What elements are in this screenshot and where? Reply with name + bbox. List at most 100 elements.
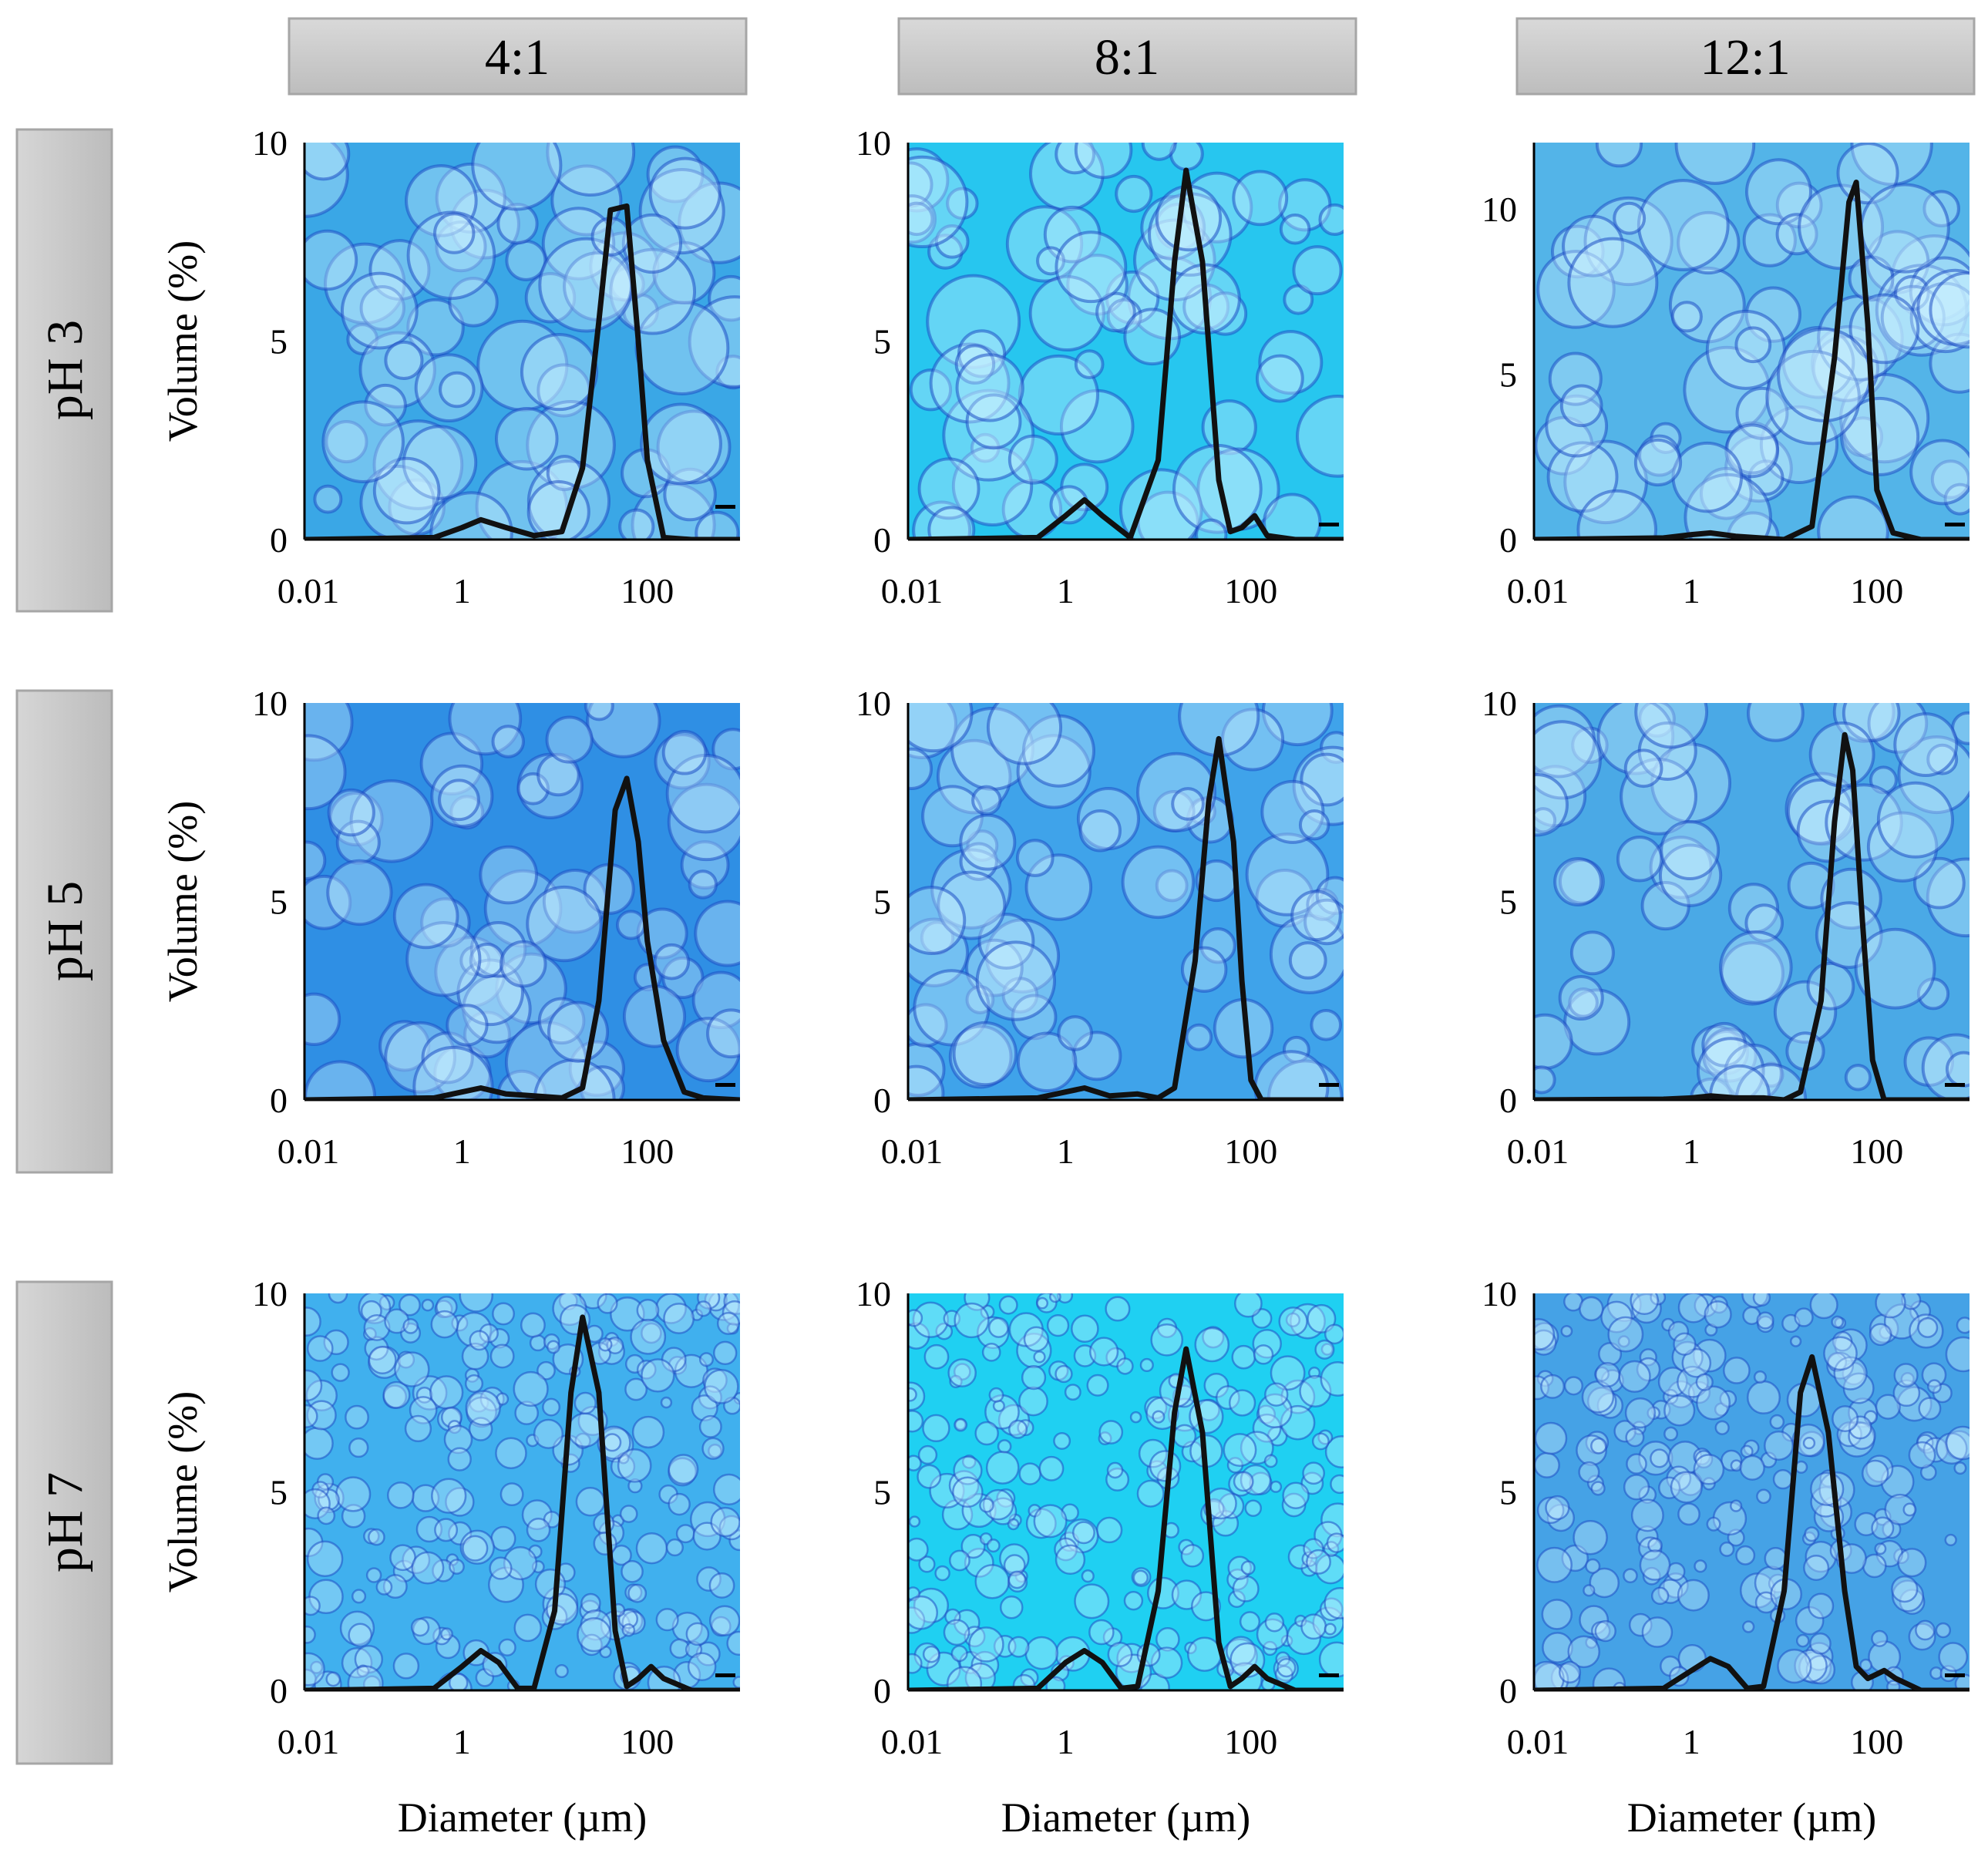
droplet [1318, 203, 1344, 237]
droplet [624, 1377, 648, 1401]
droplet [410, 1617, 430, 1637]
droplet [1633, 438, 1683, 487]
droplet [1719, 1390, 1737, 1408]
droplet [974, 1421, 999, 1446]
droplet [335, 1476, 372, 1512]
droplet [1078, 809, 1122, 853]
droplet [1300, 1613, 1327, 1640]
droplet [908, 1003, 948, 1048]
droplet [1832, 1405, 1859, 1433]
droplet [1132, 1569, 1149, 1586]
droplet [1270, 1355, 1306, 1391]
x-tick-label: 100 [621, 1722, 674, 1761]
droplet [1696, 1385, 1731, 1421]
droplet [1764, 1547, 1788, 1570]
droplet [446, 1004, 489, 1047]
droplet [1330, 1474, 1344, 1495]
droplet [1303, 1538, 1324, 1559]
droplet [1823, 1336, 1858, 1371]
droplet [1277, 1658, 1297, 1678]
droplet [1326, 1532, 1344, 1553]
droplet [1808, 1592, 1835, 1619]
droplet [440, 1627, 453, 1641]
droplet [695, 1300, 712, 1317]
droplet [1296, 395, 1344, 478]
x-tick-label: 0.01 [278, 1132, 340, 1171]
droplet [533, 1418, 563, 1449]
droplet [1658, 843, 1723, 907]
x-tick-label: 1 [453, 571, 471, 610]
droplet [732, 1676, 740, 1689]
droplet [1935, 1432, 1968, 1465]
droplet [1585, 1558, 1601, 1574]
droplet [1290, 890, 1342, 942]
y-tick-label: 5 [1499, 883, 1517, 922]
droplet [1263, 493, 1322, 540]
droplet [1018, 354, 1099, 436]
droplet [1324, 1623, 1337, 1636]
droplet [445, 1487, 475, 1517]
droplet [365, 1567, 382, 1583]
droplet [304, 703, 354, 762]
droplet [368, 239, 431, 301]
droplet [1790, 1335, 1802, 1347]
row-header-label: pH 7 [37, 1472, 93, 1572]
droplet [997, 1439, 1012, 1454]
droplet [1202, 1326, 1225, 1349]
droplet [1617, 1335, 1630, 1348]
droplet [1589, 1567, 1620, 1599]
droplet [434, 1518, 459, 1542]
droplet [1534, 765, 1587, 828]
droplet [1865, 1454, 1894, 1483]
droplet [1264, 1613, 1285, 1633]
droplet [1909, 1313, 1944, 1349]
droplet [448, 1673, 469, 1690]
droplet [392, 1653, 420, 1680]
droplet [971, 785, 1002, 816]
droplet [1805, 1655, 1836, 1685]
droplet [998, 1295, 1018, 1315]
droplet [948, 1024, 1013, 1089]
droplet [1817, 495, 1889, 540]
droplet [1038, 1455, 1065, 1481]
droplet [430, 764, 494, 828]
droplet [537, 997, 586, 1045]
droplet [974, 1564, 1010, 1599]
droplet [655, 1608, 679, 1632]
droplet [1663, 1426, 1678, 1441]
y-tick-label: 0 [270, 1671, 288, 1710]
x-tick-label: 100 [1224, 1722, 1277, 1761]
droplet [1607, 1316, 1644, 1353]
droplet [304, 1427, 334, 1460]
droplet [1055, 230, 1128, 304]
droplet [1534, 1318, 1556, 1351]
droplet [1945, 1051, 1969, 1088]
droplet [1908, 1441, 1936, 1469]
droplet [912, 1301, 949, 1338]
droplet [1244, 1499, 1262, 1517]
droplet [464, 1374, 484, 1393]
droplet [1310, 1008, 1343, 1041]
droplet [697, 1293, 721, 1310]
droplet [1105, 1467, 1130, 1491]
droplet [908, 1595, 938, 1630]
droplet [1764, 1430, 1795, 1461]
droplet [952, 1021, 1018, 1087]
droplet [641, 1358, 675, 1393]
x-tick-label: 0.01 [1507, 571, 1569, 610]
droplet [404, 1414, 432, 1442]
chart-panel: 0 5 10 0.01 1 100 [856, 123, 1344, 610]
droplet [1909, 281, 1969, 354]
droplet [1862, 1459, 1889, 1488]
droplet [1311, 1432, 1330, 1451]
droplet [1576, 489, 1657, 540]
y-tick-label: 0 [1499, 1671, 1517, 1710]
droplet [685, 1622, 710, 1646]
chart-panel: 0 5 10 0.01 1 100 Volume (%) [160, 123, 740, 610]
scale-bar [1945, 1673, 1965, 1677]
droplet [1734, 326, 1772, 364]
droplet [321, 400, 405, 484]
droplet [547, 1340, 560, 1354]
droplet [1674, 143, 1756, 185]
droplet [1081, 1569, 1095, 1583]
